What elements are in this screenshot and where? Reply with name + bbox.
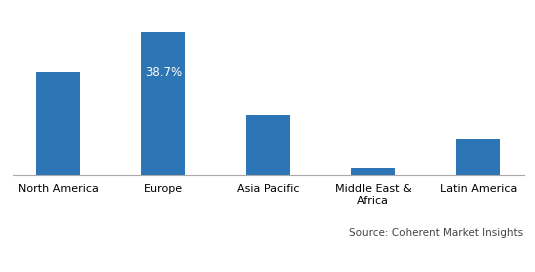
Bar bbox=[246, 115, 291, 175]
Text: 38.7%: 38.7% bbox=[145, 66, 182, 79]
Bar bbox=[36, 72, 80, 175]
Text: Source: Coherent Market Insights: Source: Coherent Market Insights bbox=[349, 228, 524, 238]
Bar bbox=[351, 168, 395, 175]
Bar bbox=[141, 32, 186, 175]
Bar bbox=[456, 139, 500, 175]
